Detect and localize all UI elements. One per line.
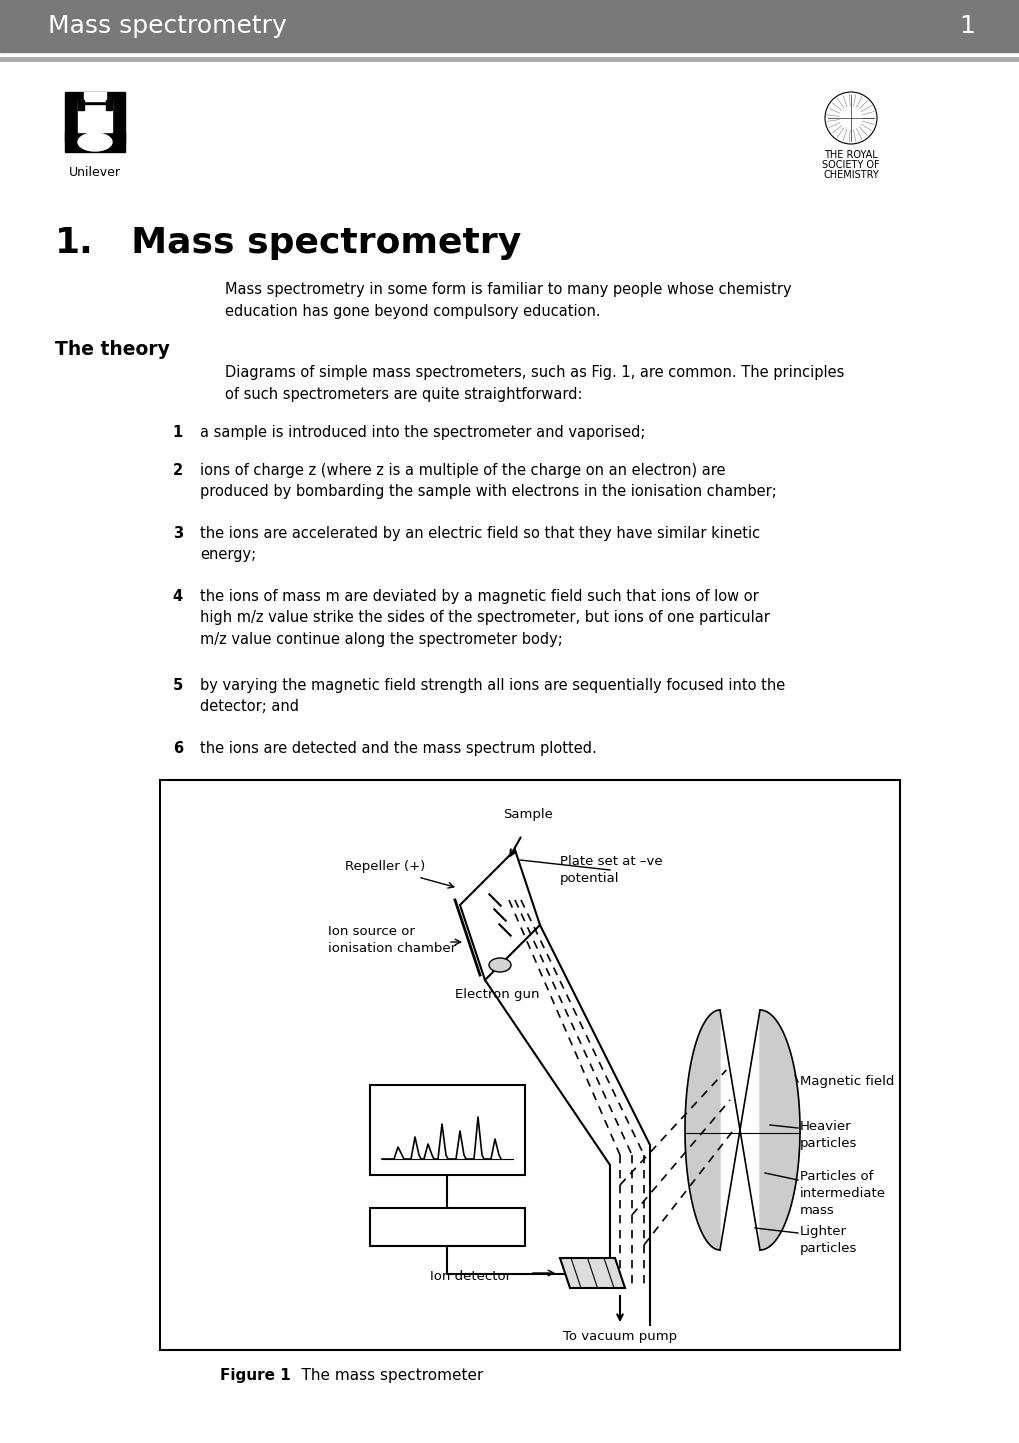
Polygon shape bbox=[559, 1258, 625, 1289]
Text: 2: 2 bbox=[172, 463, 182, 478]
Text: Unilever: Unilever bbox=[69, 166, 121, 179]
Bar bbox=[84, 92, 106, 101]
Text: The mass spectrometer: The mass spectrometer bbox=[281, 1368, 483, 1382]
Text: Figure 1: Figure 1 bbox=[220, 1368, 290, 1382]
Text: Electron gun: Electron gun bbox=[454, 988, 539, 1001]
Bar bbox=[65, 92, 77, 141]
Text: Ion detector: Ion detector bbox=[430, 1270, 511, 1283]
Text: Particles of
intermediate
mass: Particles of intermediate mass bbox=[799, 1170, 886, 1216]
Bar bbox=[370, 1208, 525, 1245]
Bar bbox=[106, 100, 112, 110]
Text: Amplifier: Amplifier bbox=[417, 1219, 477, 1232]
Text: Heavier
particles: Heavier particles bbox=[799, 1120, 857, 1150]
Bar bbox=[0, 0, 1019, 52]
Text: Recorder: Recorder bbox=[417, 1092, 477, 1105]
Bar bbox=[77, 100, 84, 110]
Bar bbox=[77, 100, 112, 131]
Bar bbox=[160, 781, 899, 1351]
Text: Diagrams of simple mass spectrometers, such as Fig. 1, are common. The principle: Diagrams of simple mass spectrometers, s… bbox=[225, 365, 844, 401]
Text: To vacuum pump: To vacuum pump bbox=[562, 1330, 677, 1343]
Text: Ion source or
ionisation chamber: Ion source or ionisation chamber bbox=[328, 925, 455, 955]
Text: Mass spectrometry in some form is familiar to many people whose chemistry
educat: Mass spectrometry in some form is famili… bbox=[225, 281, 791, 319]
Text: Repeller (+): Repeller (+) bbox=[344, 860, 425, 873]
Text: Mass spectrometry: Mass spectrometry bbox=[95, 227, 521, 260]
Bar bbox=[112, 92, 125, 141]
Text: Plate set at –ve
potential: Plate set at –ve potential bbox=[559, 856, 662, 885]
Bar bbox=[77, 92, 112, 104]
Text: The theory: The theory bbox=[55, 341, 170, 359]
Ellipse shape bbox=[488, 958, 511, 973]
Polygon shape bbox=[685, 1010, 719, 1250]
Text: Mass spectrometry: Mass spectrometry bbox=[48, 14, 286, 38]
Text: Lighter
particles: Lighter particles bbox=[799, 1225, 857, 1255]
Text: Magnetic field: Magnetic field bbox=[799, 1075, 894, 1088]
Text: CHEMISTRY: CHEMISTRY bbox=[822, 170, 878, 180]
Text: 6: 6 bbox=[172, 740, 182, 756]
Bar bbox=[65, 131, 125, 152]
Text: 1.: 1. bbox=[55, 227, 94, 260]
Text: 3: 3 bbox=[172, 525, 182, 541]
Text: the ions are detected and the mass spectrum plotted.: the ions are detected and the mass spect… bbox=[200, 740, 596, 756]
Bar bbox=[370, 1085, 525, 1175]
Text: 1: 1 bbox=[172, 426, 182, 440]
Text: 4: 4 bbox=[172, 589, 182, 603]
Ellipse shape bbox=[77, 133, 112, 152]
Text: a sample is introduced into the spectrometer and vaporised;: a sample is introduced into the spectrom… bbox=[200, 426, 645, 440]
Text: ions of charge z (where z is a multiple of the charge on an electron) are
produc: ions of charge z (where z is a multiple … bbox=[200, 463, 776, 499]
Text: the ions are accelerated by an electric field so that they have similar kinetic
: the ions are accelerated by an electric … bbox=[200, 525, 759, 563]
Polygon shape bbox=[759, 1010, 799, 1250]
Text: the ions of mass m are deviated by a magnetic field such that ions of low or
hig: the ions of mass m are deviated by a mag… bbox=[200, 589, 769, 646]
Text: SOCIETY OF: SOCIETY OF bbox=[821, 160, 879, 170]
Text: Sample: Sample bbox=[502, 808, 552, 821]
Text: by varying the magnetic field strength all ions are sequentially focused into th: by varying the magnetic field strength a… bbox=[200, 678, 785, 714]
Text: 1: 1 bbox=[958, 14, 974, 38]
Text: THE ROYAL: THE ROYAL bbox=[823, 150, 877, 160]
Text: 5: 5 bbox=[172, 678, 182, 693]
